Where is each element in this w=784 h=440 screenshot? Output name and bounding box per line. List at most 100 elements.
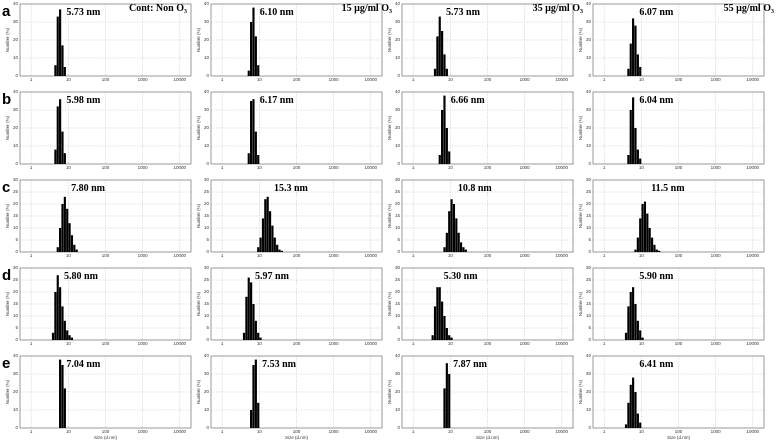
panel-label: c [2,179,10,196]
histogram-bar [242,332,246,340]
column-title: 15 µg/ml O₃ [342,3,392,14]
x-tick-label: 1000 [711,165,722,170]
x-tick-label: 10000 [747,165,760,170]
x-tick-label: 10 [639,341,645,346]
chart-panel: 1 10 100 1000 10000 0 5 10 15 20 25 30 Number (%) 11.… [578,177,765,258]
histogram-bar [54,65,57,76]
histogram-bar [245,296,248,340]
y-tick-label: 0 [397,161,400,166]
x-tick-label: 10000 [747,253,760,258]
y-tick-label: 30 [395,19,401,24]
x-tick-label: 10 [257,77,263,82]
histogram-bar [252,99,255,164]
histogram-bar [636,54,639,76]
chart-panel: 1 10 100 1000 10000 0 10 20 30 40 Number (%) 6.10 n… [196,1,392,82]
y-tick-label: 0 [397,337,400,342]
x-tick-label: 100 [293,165,301,170]
x-tick-label: 100 [675,429,683,434]
chart-panel: 1 10 100 1000 10000 0 5 10 15 20 25 30 Number (%) 5.8… [2,265,192,346]
y-tick-label: 15 [204,301,210,306]
y-tick-label: 25 [13,277,19,282]
x-tick-label: 10000 [556,341,569,346]
x-tick-label: 1 [221,165,224,170]
chart-panel: 1 10 100 1000 10000 0 10 20 30 40 Number (%) 5.98 n… [2,89,192,170]
histogram-bar [448,151,451,164]
y-axis-label: Number (%) [578,203,583,228]
histogram-bar [247,277,250,340]
y-axis-label: Number (%) [387,27,392,52]
histogram-bar [257,155,260,164]
x-tick-label: 1000 [138,429,149,434]
histogram-bar [261,218,265,252]
y-tick-label: 25 [204,277,210,282]
peak-annotation: 6.66 nm [451,95,486,106]
y-tick-label: 30 [395,107,401,112]
chart-panel: 1 10 100 1000 10000 0 5 10 15 20 25 30 Number (%) 5.9… [196,265,383,346]
histogram-bar [443,54,446,76]
x-tick-label: 1 [30,165,33,170]
histogram-bar [259,337,262,340]
chart-panel: 1 10 100 1000 10000 0 5 10 15 20 25 30 Number (%) 5.9… [578,265,765,346]
y-tick-label: 0 [588,161,591,166]
x-tick-label: 10 [448,77,454,82]
histogram-bar [452,204,456,252]
x-tick-label: 10 [448,253,454,258]
x-tick-label: 1 [221,253,224,258]
histogram-bar [259,237,262,252]
histogram-bar [443,247,446,252]
y-tick-label: 0 [588,425,591,430]
y-axis-label: Number (%) [387,203,392,228]
x-tick-label: 10 [66,253,72,258]
histogram-bar [632,287,635,340]
x-tick-label: 1000 [520,165,531,170]
y-tick-label: 40 [586,353,592,358]
histogram-bar [271,225,274,252]
y-tick-label: 20 [586,125,592,130]
peak-annotation: 5.73 nm [66,7,101,18]
y-axis-label: Number (%) [196,379,201,404]
x-tick-label: 1000 [329,165,340,170]
y-tick-label: 25 [395,189,401,194]
y-tick-label: 0 [206,249,209,254]
column-title: Cont: Non O₃ [129,3,187,14]
x-tick-label: 100 [102,341,110,346]
histogram-bar [56,247,59,252]
histogram-bar [639,67,642,76]
x-tick-label: 100 [484,77,492,82]
histogram-bar [254,36,257,76]
x-tick-label: 1 [603,429,606,434]
histogram-bar [632,97,635,164]
y-tick-label: 10 [13,55,19,60]
peak-annotation: 7.53 nm [262,359,297,370]
histogram-bar [433,306,437,340]
histogram-bar [629,110,632,164]
y-axis-label: Number (%) [5,27,10,52]
y-tick-label: 0 [588,337,591,342]
x-tick-label: 10000 [365,253,378,258]
y-tick-label: 10 [586,143,592,148]
x-tick-label: 1 [221,77,224,82]
y-tick-label: 15 [13,213,19,218]
x-tick-label: 1000 [138,77,149,82]
histogram-bar [247,70,250,76]
histogram-bar [632,18,635,76]
chart-panel: 1 10 100 1000 10000 0 10 20 30 40 Number (%) 6.17 n… [196,89,383,170]
y-tick-label: 30 [586,107,592,112]
y-axis-label: Number (%) [387,291,392,316]
y-tick-label: 0 [15,249,18,254]
y-tick-label: 10 [586,55,592,60]
y-axis-label: Number (%) [5,291,10,316]
y-tick-label: 40 [586,89,592,94]
peak-annotation: 6.17 nm [260,95,295,106]
x-tick-label: 10 [639,165,645,170]
histogram-bar [658,250,661,252]
y-tick-label: 30 [204,265,210,270]
x-tick-label: 10 [639,253,645,258]
histogram-bar [59,9,62,76]
y-tick-label: 30 [586,371,592,376]
x-tick-label: 10 [448,341,454,346]
y-tick-label: 10 [13,143,19,148]
x-tick-label: 10 [257,429,263,434]
histogram-bar [54,292,57,340]
y-tick-label: 30 [395,265,401,270]
